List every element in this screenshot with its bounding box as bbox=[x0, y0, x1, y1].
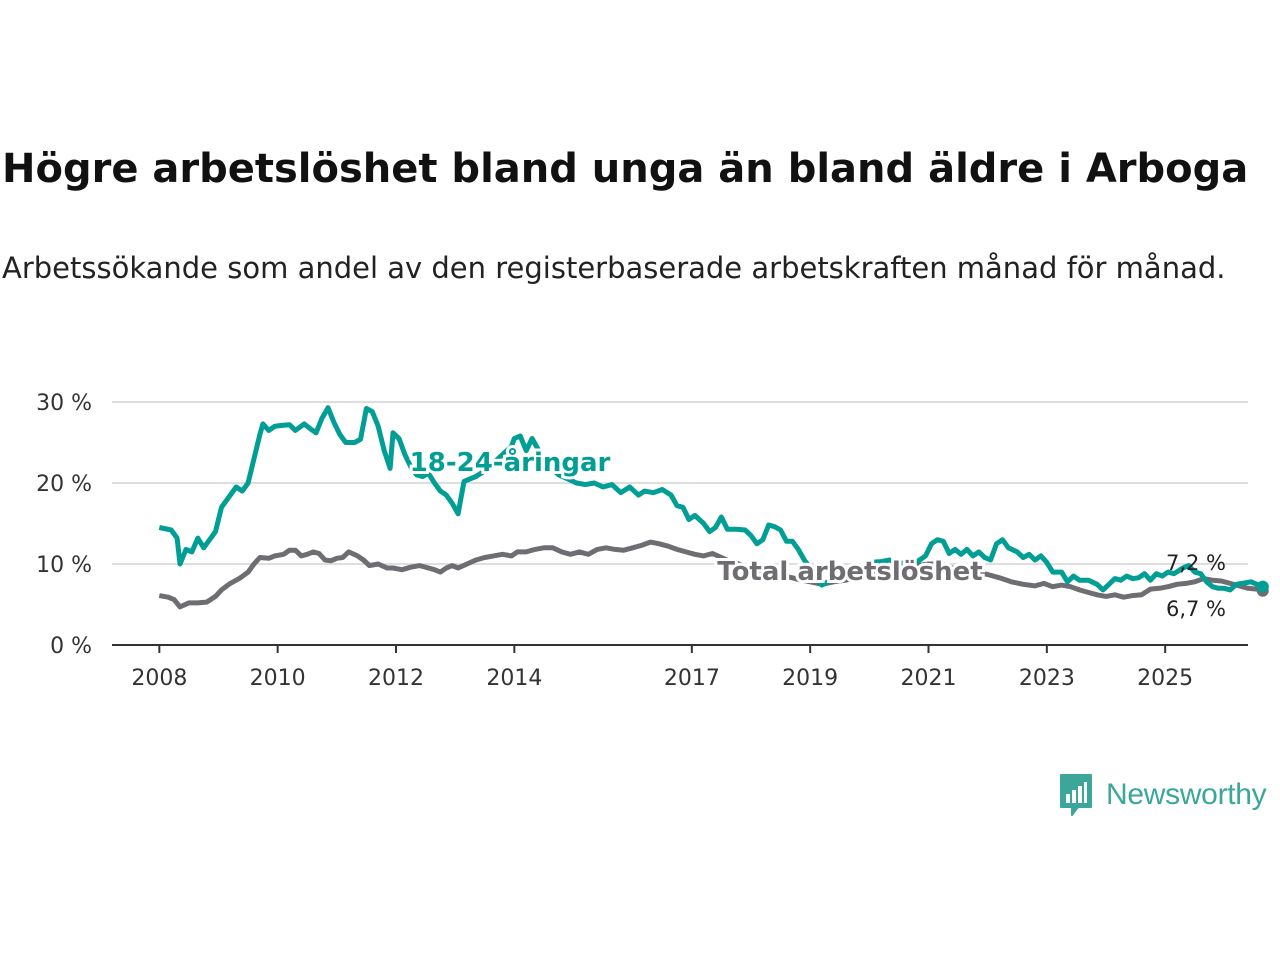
x-tick-label: 2021 bbox=[901, 666, 957, 691]
x-tick-label: 2023 bbox=[1019, 666, 1075, 691]
grid-lines bbox=[112, 401, 1248, 565]
x-tick-label: 2008 bbox=[131, 666, 187, 691]
x-tick-label: 2010 bbox=[250, 666, 306, 691]
x-tick-label: 2014 bbox=[486, 666, 542, 691]
x-axis-ticks: 2008 2010 2012 2014 2017 2019 2021 2023 2025 bbox=[131, 645, 1193, 691]
series-line bbox=[158, 539, 1264, 610]
chart-title: Högre arbetslöshet bland unga än bland ä… bbox=[2, 146, 1249, 192]
y-tick-label: 30 % bbox=[36, 391, 92, 416]
x-tick-label: 2019 bbox=[782, 666, 838, 691]
series-label-total: Total arbetslöshet bbox=[717, 557, 982, 587]
y-tick-label: 10 % bbox=[36, 553, 92, 578]
series-lines bbox=[158, 405, 1269, 610]
end-value-youth: 7,2 % bbox=[1166, 551, 1226, 575]
series-labels: 18-24-åringar Total arbetslöshet 7,2 % 6,7 … bbox=[407, 443, 1226, 621]
y-tick-label: 20 % bbox=[36, 472, 92, 497]
end-value-total: 6,7 % bbox=[1166, 597, 1226, 621]
series-line bbox=[158, 405, 1264, 593]
line-chart: 0 % 10 % 20 % 30 % 2008 2010 2012 2014 2017 2019… bbox=[36, 391, 1269, 691]
series-label-youth: 18-24-åringar bbox=[410, 446, 611, 478]
chart-subtitle: Arbetssökande som andel av den registerb… bbox=[2, 251, 1226, 285]
y-axis-labels: 0 % 10 % 20 % 30 % bbox=[36, 391, 92, 659]
x-tick-label: 2012 bbox=[368, 666, 424, 691]
bar-chart-speech-bubble-icon bbox=[1060, 774, 1092, 816]
brand-name: Newsworthy bbox=[1106, 778, 1267, 811]
x-tick-label: 2017 bbox=[664, 666, 720, 691]
newsworthy-logo[interactable]: Newsworthy bbox=[1058, 772, 1267, 818]
x-tick-label: 2025 bbox=[1137, 666, 1193, 691]
y-tick-label: 0 % bbox=[50, 634, 92, 659]
series-end-point bbox=[1256, 580, 1269, 593]
